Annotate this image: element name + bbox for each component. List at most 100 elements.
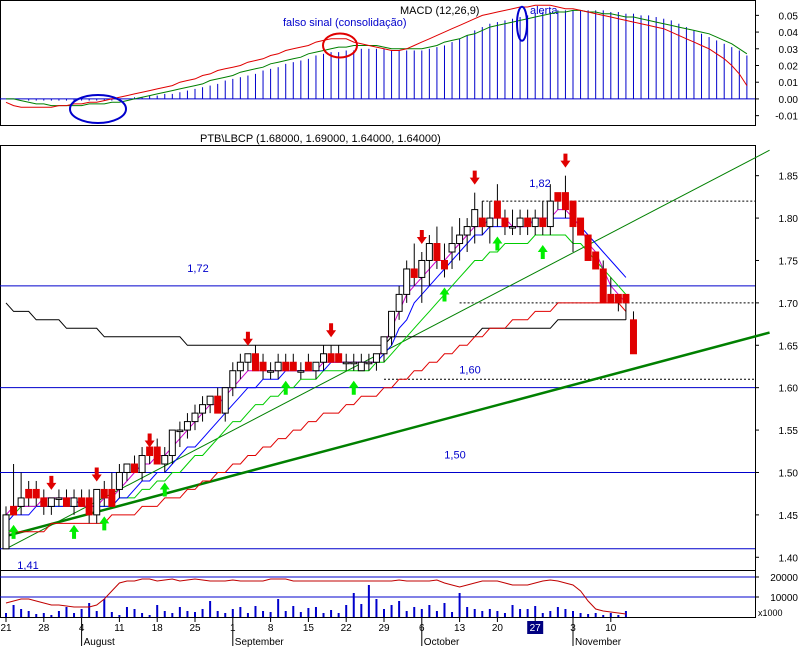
candle-body — [509, 226, 517, 229]
sell-arrow — [144, 433, 155, 448]
x-tick-label: 28 — [38, 623, 50, 634]
buy-arrow — [159, 482, 170, 497]
candle-body — [62, 497, 70, 507]
candle-body — [244, 353, 252, 363]
candle-body — [350, 361, 358, 365]
candle-body — [577, 217, 585, 236]
candle-body — [47, 497, 55, 507]
month-label: September — [235, 637, 285, 648]
candle-body — [259, 361, 267, 372]
candle-body — [153, 446, 161, 465]
x-tick-label: 8 — [268, 623, 274, 634]
volume-average-line — [5, 578, 626, 615]
candle-body — [320, 353, 328, 363]
candle-body — [131, 463, 139, 473]
candle-body — [304, 361, 312, 372]
candle-body — [289, 361, 297, 372]
false-signal-circle — [69, 93, 127, 124]
price-panel: PTB\LBCP (1.68000, 1.69000, 1.64000, 1.6… — [0, 133, 798, 572]
candle-body — [10, 505, 18, 516]
candle-body — [471, 209, 479, 228]
buy-arrow — [69, 524, 80, 539]
price-y-tick-label: 1.60 — [779, 384, 799, 395]
sell-arrow — [46, 475, 57, 490]
candle-body — [456, 234, 464, 245]
level-label: 1,82 — [529, 178, 550, 190]
macd-y-tick-label: -0.01 — [775, 112, 798, 123]
candle-body — [463, 226, 471, 236]
candle-body — [214, 395, 222, 414]
x-tick-label: 25 — [189, 623, 201, 634]
false-signal-label: falso sinal (consolidação) — [283, 17, 407, 29]
candle-body — [199, 404, 207, 414]
candle-body — [372, 353, 380, 363]
volume-unit-label: x1000 — [758, 608, 783, 618]
x-tick-label: 20 — [492, 623, 504, 634]
price-y-tick-label: 1.80 — [779, 214, 799, 225]
sell-arrow — [416, 230, 427, 244]
candle-body — [433, 243, 441, 261]
candle-body — [546, 200, 554, 228]
candle-body — [599, 268, 607, 304]
candle-body — [236, 361, 244, 372]
candle-body — [478, 217, 486, 228]
buy-arrow — [439, 287, 450, 302]
candle-body — [93, 488, 101, 516]
candle-body — [229, 370, 237, 389]
candle-body — [561, 192, 569, 211]
candle-body — [206, 395, 214, 406]
candle-body — [539, 217, 547, 228]
candle-body — [282, 361, 290, 372]
buy-arrow — [348, 380, 359, 395]
candle-body — [554, 192, 562, 202]
volume-panel: x1000 10000 20000 — [0, 570, 798, 618]
current-date-highlight — [527, 621, 544, 634]
candle-body — [138, 455, 146, 473]
candle-body — [486, 217, 494, 228]
candle-body — [100, 488, 108, 499]
sell-arrow — [326, 323, 337, 338]
ma-200-line — [5, 302, 626, 346]
candle-body — [274, 361, 282, 372]
candle-body — [2, 514, 10, 550]
candle-body — [297, 370, 305, 373]
consolidation-circle — [322, 32, 358, 59]
x-tick-label: 22 — [341, 623, 353, 634]
price-title: PTB\LBCP (1.68000, 1.69000, 1.64000, 1.6… — [200, 133, 441, 145]
sell-arrow — [469, 170, 480, 185]
price-y-tick-label: 1.75 — [779, 256, 799, 267]
candle-body — [70, 497, 78, 507]
candle-body — [516, 217, 524, 228]
candle-body — [440, 259, 448, 270]
price-y-tick-label: 1.45 — [779, 511, 799, 522]
candle-body — [365, 361, 373, 365]
price-y-tick-label: 1.85 — [779, 172, 799, 183]
candle-body — [312, 361, 320, 372]
candle-body — [115, 471, 123, 490]
buy-arrow — [99, 516, 110, 531]
candle-body — [78, 497, 86, 507]
macd-panel: MACD (12,26,9) falso sinal (consolidação… — [0, 0, 799, 126]
candle-body — [221, 387, 229, 414]
x-tick-label: 21 — [0, 623, 12, 634]
macd-y-tick-label: 0.01 — [779, 78, 799, 89]
candle-body — [85, 497, 93, 516]
buy-arrow — [537, 245, 548, 260]
candle-body — [108, 488, 116, 507]
price-y-tick-label: 1.50 — [779, 468, 799, 479]
level-label: 1,60 — [459, 365, 480, 377]
level-label: 1,72 — [187, 263, 208, 275]
buy-arrow — [492, 236, 503, 251]
candle-body — [357, 361, 365, 372]
volume-y-tick-label: 10000 — [770, 593, 798, 604]
macd-y-tick-label: 0.00 — [779, 95, 799, 106]
candle-body — [629, 319, 637, 355]
candle-body — [342, 361, 350, 365]
alert-circle — [516, 5, 528, 42]
trendline — [5, 331, 770, 538]
sell-arrow — [560, 153, 571, 168]
candle-body — [569, 200, 577, 228]
candle-body — [25, 488, 33, 499]
candle-body — [191, 412, 199, 423]
